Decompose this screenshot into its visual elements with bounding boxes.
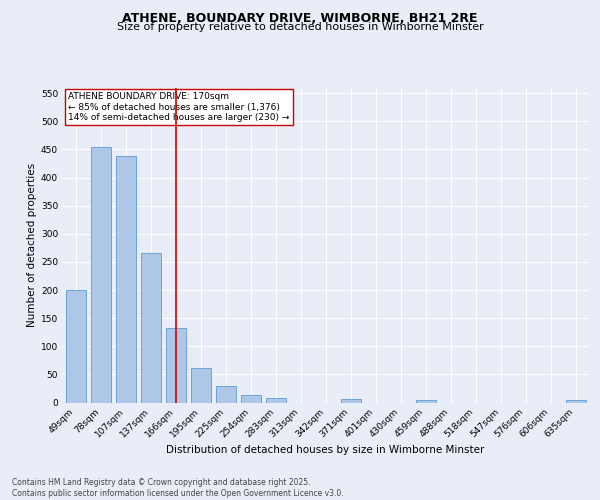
Bar <box>140 254 161 402</box>
Bar <box>115 156 136 402</box>
Y-axis label: Number of detached properties: Number of detached properties <box>27 163 37 327</box>
Bar <box>166 328 185 402</box>
Bar <box>91 146 110 402</box>
Text: Contains HM Land Registry data © Crown copyright and database right 2025.
Contai: Contains HM Land Registry data © Crown c… <box>12 478 344 498</box>
X-axis label: Distribution of detached houses by size in Wimborne Minster: Distribution of detached houses by size … <box>166 445 485 455</box>
Bar <box>191 368 211 402</box>
Bar <box>241 394 260 402</box>
Bar <box>65 290 86 403</box>
Bar <box>341 399 361 402</box>
Text: Size of property relative to detached houses in Wimborne Minster: Size of property relative to detached ho… <box>116 22 484 32</box>
Bar <box>566 400 586 402</box>
Text: ATHENE, BOUNDARY DRIVE, WIMBORNE, BH21 2RE: ATHENE, BOUNDARY DRIVE, WIMBORNE, BH21 2… <box>122 12 478 26</box>
Bar <box>265 398 286 402</box>
Text: ATHENE BOUNDARY DRIVE: 170sqm
← 85% of detached houses are smaller (1,376)
14% o: ATHENE BOUNDARY DRIVE: 170sqm ← 85% of d… <box>68 92 290 122</box>
Bar <box>215 386 235 402</box>
Bar <box>415 400 436 402</box>
